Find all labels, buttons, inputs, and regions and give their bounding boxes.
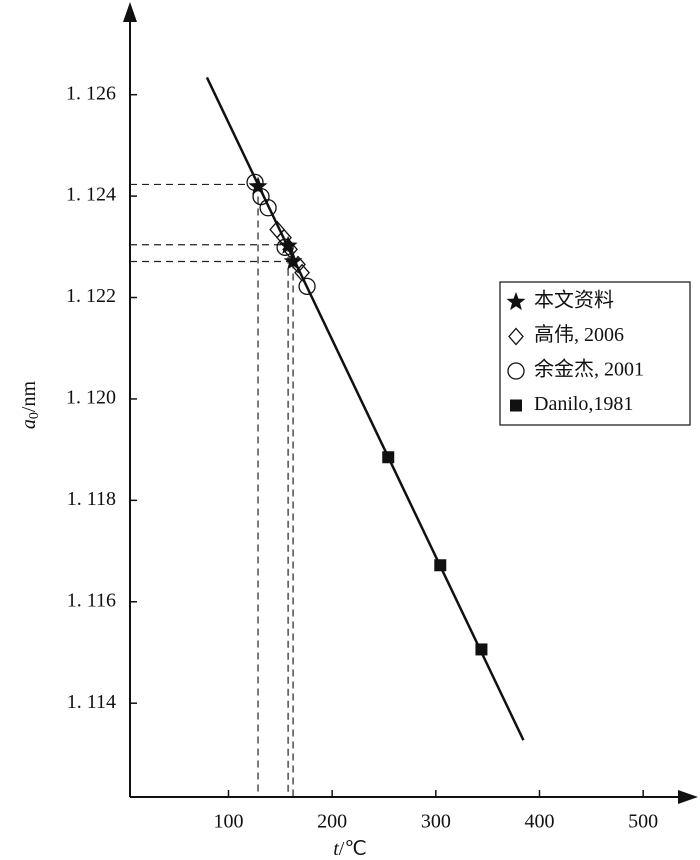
y-tick-label: 1. 118 [67,488,116,510]
legend-marker [506,292,526,311]
x-tick-label: 400 [524,811,554,833]
x-label-unit: /℃ [339,838,367,860]
star-marker [283,251,303,270]
legend-marker [510,399,522,412]
y-tick-label: 1. 114 [67,691,116,713]
legend-label: 高伟, 2006 [534,323,624,346]
y-axis-arrow [123,2,137,22]
diamond-marker [290,255,306,274]
y-label-subscript: 0 [27,412,42,419]
square-marker [434,559,447,572]
x-axis-label: t/℃ [333,838,367,860]
star-marker [248,176,268,195]
y-tick-label: 1. 122 [66,285,116,307]
legend-box [499,281,691,426]
x-label-symbol: t [333,838,339,860]
fit-line [205,76,525,741]
x-tick-label: 500 [628,811,658,833]
circle-marker [259,199,277,217]
legend-label: 余金杰, 2001 [534,358,644,381]
star-marker [278,235,298,254]
y-tick-label: 1. 120 [66,387,116,409]
diamond-marker [276,228,292,247]
square-marker [475,643,488,656]
y-tick-label: 1. 116 [67,589,116,611]
x-axis-arrow [678,790,698,804]
y-tick-label: 1. 124 [66,184,116,206]
x-tick-label: 200 [317,811,347,833]
y-label-symbol: a [18,419,40,429]
y-tick-label: 1. 126 [66,82,116,104]
y-axis-label: a0/nm [18,381,43,430]
x-tick-label: 300 [421,811,451,833]
y-label-unit: /nm [18,381,40,413]
circle-marker [276,238,294,256]
legend-label: 本文资料 [534,289,614,312]
square-marker [382,451,395,464]
legend-marker [507,362,525,380]
legend-label: Danilo,1981 [534,393,633,415]
x-tick-label: 100 [213,811,243,833]
circle-marker [298,277,316,296]
diamond-marker [282,240,298,259]
legend-marker [508,327,524,346]
